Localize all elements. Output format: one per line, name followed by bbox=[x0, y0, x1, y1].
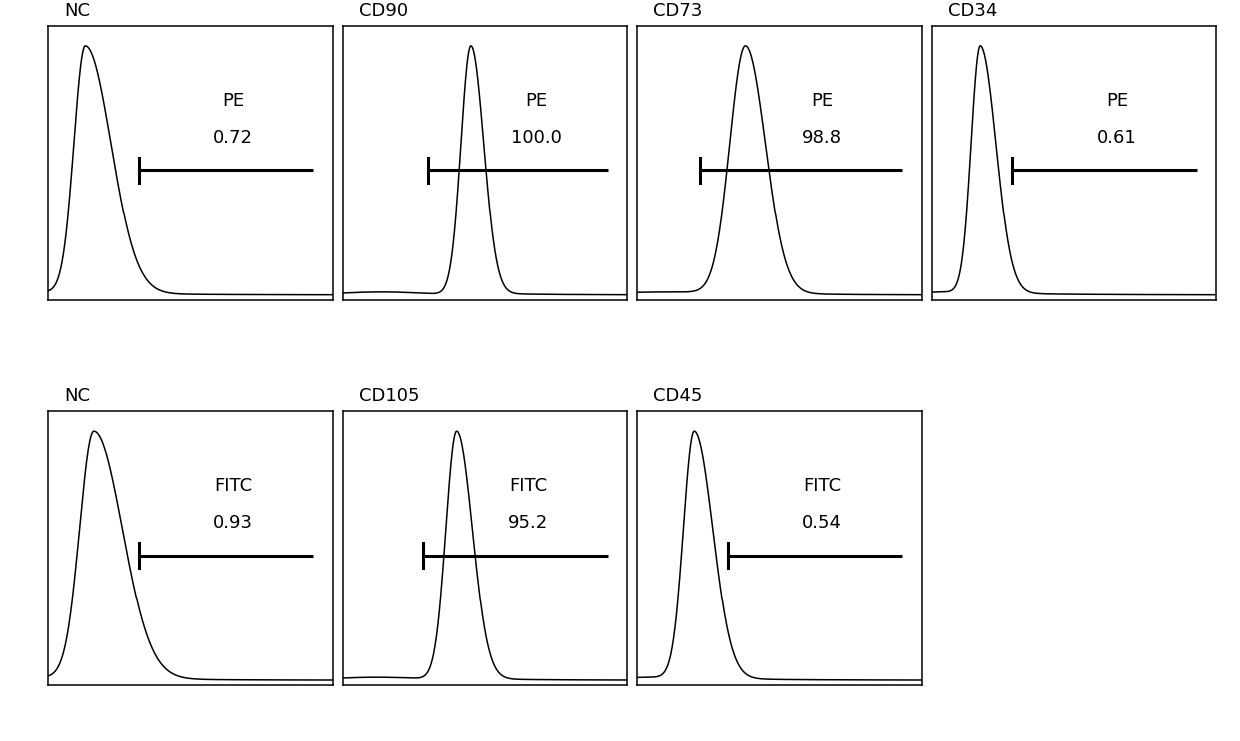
Text: 0.54: 0.54 bbox=[802, 514, 842, 532]
Text: CD73: CD73 bbox=[653, 2, 702, 20]
Text: CD90: CD90 bbox=[358, 2, 408, 20]
Text: NC: NC bbox=[64, 2, 91, 20]
Text: 0.61: 0.61 bbox=[1097, 129, 1137, 147]
Text: CD34: CD34 bbox=[947, 2, 997, 20]
Text: 0.93: 0.93 bbox=[213, 514, 253, 532]
Text: CD105: CD105 bbox=[358, 388, 419, 405]
Text: 95.2: 95.2 bbox=[507, 514, 548, 532]
Text: FITC: FITC bbox=[804, 477, 842, 495]
Text: CD45: CD45 bbox=[653, 388, 702, 405]
Text: 0.72: 0.72 bbox=[213, 129, 253, 147]
Text: 100.0: 100.0 bbox=[511, 129, 562, 147]
Text: FITC: FITC bbox=[215, 477, 253, 495]
Text: PE: PE bbox=[811, 92, 833, 110]
Text: PE: PE bbox=[222, 92, 244, 110]
Text: FITC: FITC bbox=[508, 477, 547, 495]
Text: NC: NC bbox=[64, 388, 91, 405]
Text: PE: PE bbox=[1106, 92, 1128, 110]
Text: PE: PE bbox=[526, 92, 547, 110]
Text: 98.8: 98.8 bbox=[802, 129, 842, 147]
